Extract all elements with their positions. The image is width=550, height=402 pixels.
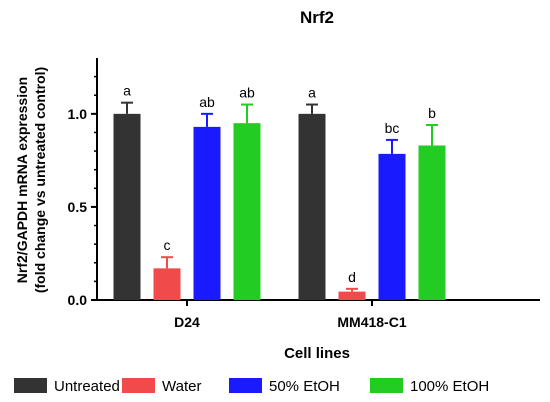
significance-letter: ab bbox=[199, 94, 215, 110]
x-axis-label: Cell lines bbox=[284, 345, 350, 362]
bar bbox=[113, 113, 141, 300]
bar bbox=[153, 268, 181, 300]
legend-swatch bbox=[370, 378, 403, 393]
legend-label: Water bbox=[162, 378, 201, 395]
y-axis-label: Nrf2/GAPDH mRNA expression (fold change … bbox=[14, 67, 48, 293]
bar bbox=[338, 291, 366, 300]
legend-label: 50% EtOH bbox=[269, 378, 340, 395]
y-axis-label-line2: (fold change vs untreated control) bbox=[32, 67, 48, 293]
significance-letter: bc bbox=[385, 120, 400, 136]
bar bbox=[233, 123, 261, 301]
significance-letter: d bbox=[348, 269, 356, 285]
legend-swatch bbox=[122, 378, 155, 393]
significance-letter: a bbox=[123, 83, 131, 99]
significance-letter: c bbox=[164, 237, 171, 253]
bar bbox=[418, 145, 446, 300]
y-tick-label: 0.0 bbox=[68, 292, 88, 308]
bars: a c ab ab a d bc b bbox=[113, 83, 446, 301]
x-tick-label: D24 bbox=[174, 314, 200, 330]
y-tick-label: 1.0 bbox=[68, 106, 88, 122]
bar bbox=[378, 153, 406, 300]
bar bbox=[193, 126, 221, 300]
y-axis-label-line1: Nrf2/GAPDH mRNA expression bbox=[14, 77, 30, 283]
legend-swatch bbox=[229, 378, 262, 393]
significance-letter: ab bbox=[239, 85, 255, 101]
legend-label: 100% EtOH bbox=[410, 378, 489, 395]
bar bbox=[298, 113, 326, 300]
legend: Untreated Water 50% EtOH 100% EtOH bbox=[14, 378, 489, 395]
legend-label: Untreated bbox=[54, 378, 120, 395]
chart-title: Nrf2 bbox=[300, 8, 334, 27]
legend-swatch bbox=[14, 378, 47, 393]
significance-letter: b bbox=[428, 105, 436, 121]
x-tick-label: MM418-C1 bbox=[337, 314, 406, 330]
y-tick-label: 0.5 bbox=[68, 199, 88, 215]
significance-letter: a bbox=[308, 85, 316, 101]
